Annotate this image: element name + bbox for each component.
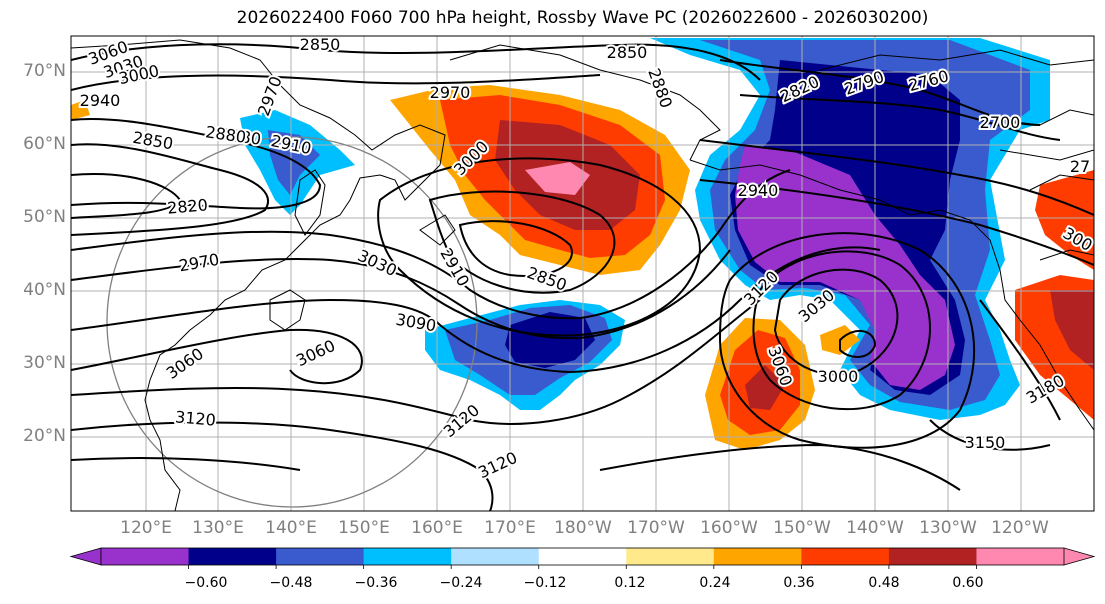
contour-label: 3150	[965, 433, 1006, 452]
negative-anomaly-alaska-purple	[735, 145, 955, 390]
lon-label-120w: 120°W	[991, 518, 1049, 538]
contour-label: 3000	[818, 367, 859, 386]
negative-anomaly-central-pacific-navy	[505, 312, 595, 368]
lat-label-60n: 60°N	[23, 134, 66, 154]
colorbar-segment	[451, 548, 540, 565]
colorbar-segment	[276, 548, 365, 565]
lat-label-30n: 30°N	[23, 353, 66, 373]
lat-label-50n: 50°N	[23, 207, 66, 227]
colorbar-segment	[888, 548, 977, 565]
lon-label-140w: 140°W	[846, 518, 904, 538]
lon-label-150w: 150°W	[773, 518, 831, 538]
colorbar-tick-label: −0.60	[184, 575, 228, 591]
positive-anomaly-far-west	[71, 100, 90, 120]
contour-label: 3120	[174, 407, 216, 429]
lon-label-130e: 130°E	[192, 518, 244, 538]
colorbar-tick-label: 0.60	[952, 575, 984, 591]
lon-label-130w: 130°W	[919, 518, 977, 538]
colorbar-max-extension	[1063, 547, 1096, 566]
lon-label-140e: 140°E	[265, 518, 317, 538]
positive-anomaly-subtropical-darkred	[745, 365, 785, 410]
positive-anomaly-west-coast	[1035, 170, 1094, 270]
colorbar-tick-label: −0.12	[523, 575, 567, 591]
lat-label-70n: 70°N	[23, 61, 66, 81]
lon-label-170e: 170°E	[484, 518, 536, 538]
negative-anomaly-kamchatka-blue	[268, 130, 320, 195]
lon-label-180w: 180°W	[554, 518, 612, 538]
colorbar	[69, 547, 1096, 569]
contour-label: 27	[1070, 157, 1090, 176]
lon-label-160e: 160°E	[411, 518, 463, 538]
map-frame	[70, 35, 1095, 512]
colorbar-segment	[188, 548, 277, 565]
contour-label: 2940	[738, 181, 779, 200]
contour-label: 2970	[430, 83, 471, 102]
map-title: 2026022400 F060 700 hPa height, Rossby W…	[236, 8, 929, 28]
reference-circle	[106, 136, 478, 508]
lat-label-40n: 40°N	[23, 280, 66, 300]
colorbar-tick-label: 0.48	[868, 575, 900, 591]
lon-label-120e: 120°E	[120, 518, 172, 538]
colorbar-tick-label: −0.24	[439, 575, 483, 591]
lat-label-20n: 20°N	[23, 426, 66, 446]
colorbar-segment	[976, 548, 1065, 565]
colorbar-tick-label: −0.48	[269, 575, 313, 591]
lon-label-160w: 160°W	[700, 518, 758, 538]
positive-anomaly-bering-pink	[525, 162, 590, 195]
colorbar-segment	[363, 548, 452, 565]
map-gridlines	[71, 36, 1094, 511]
colorbar-frame	[100, 547, 1065, 566]
contour-label: 2700	[980, 113, 1021, 132]
contour-label: 2850	[300, 35, 341, 54]
colorbar-segment	[538, 548, 627, 565]
contour-label: 2820	[166, 195, 208, 217]
height-contours	[71, 43, 1094, 511]
colorbar-tick-label: 0.36	[783, 575, 815, 591]
colorbar-min-extension	[69, 547, 102, 566]
colorbar-segment	[101, 548, 190, 565]
colorbar-tick-label: 0.24	[699, 575, 731, 591]
colorbar-segment	[626, 548, 715, 565]
colorbar-segment	[801, 548, 890, 565]
contour-label: 2940	[80, 91, 121, 110]
lon-label-170w: 170°W	[627, 518, 685, 538]
contour-label: 2850	[607, 43, 648, 62]
lon-label-150e: 150°E	[338, 518, 390, 538]
colorbar-tick-label: −0.36	[354, 575, 398, 591]
colorbar-segment	[713, 548, 802, 565]
positive-anomaly-west-coast-dark	[1050, 290, 1094, 370]
colorbar-tick-label: 0.12	[614, 575, 646, 591]
